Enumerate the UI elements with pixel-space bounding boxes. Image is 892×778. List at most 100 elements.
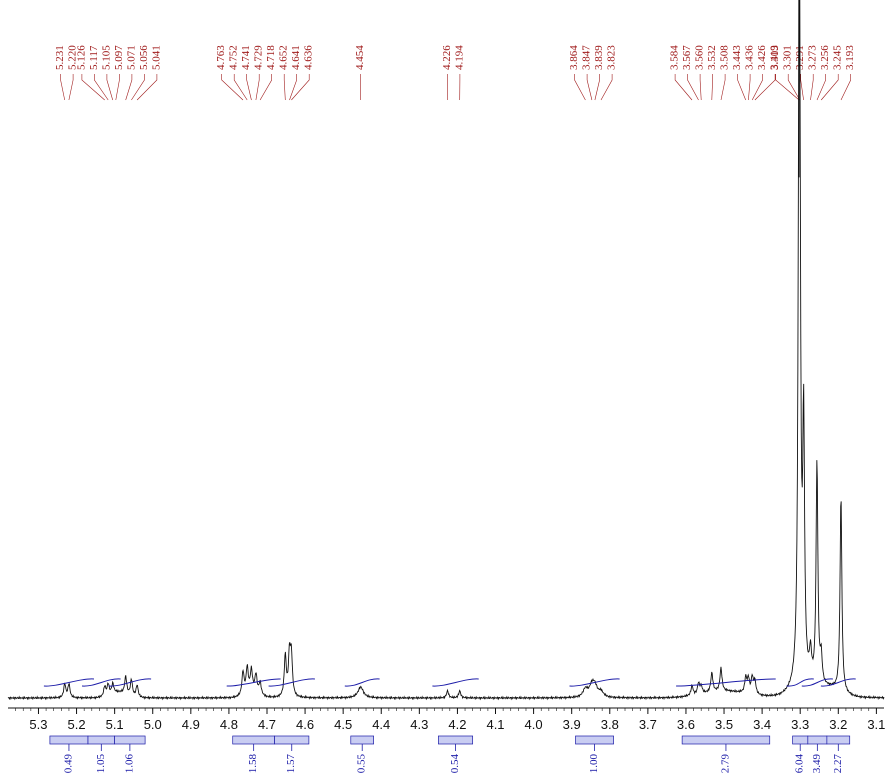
x-tick-label: 4.3 — [410, 717, 428, 732]
integral-curve — [43, 678, 95, 687]
peak-connector — [60, 74, 65, 101]
x-tick-label: 4.8 — [220, 717, 238, 732]
integral-value: 0.49 — [62, 753, 74, 773]
peak-connector — [737, 74, 746, 101]
x-tick-label: 3.5 — [715, 717, 733, 732]
x-tick-label: 4.6 — [296, 717, 314, 732]
integral-region-box — [807, 735, 828, 745]
peak-label: 3.193 — [844, 45, 856, 70]
peak-label: 4.752 — [228, 45, 240, 70]
x-tick-label: 3.8 — [601, 717, 619, 732]
peak-label: 5.126 — [75, 45, 87, 70]
peak-label: 4.729 — [253, 45, 265, 70]
integral-value: 0.55 — [356, 753, 368, 773]
integral-region-box — [575, 735, 614, 745]
x-tick-label: 4.2 — [448, 717, 466, 732]
peak-label: 3.256 — [819, 45, 831, 70]
peak-connector — [751, 74, 763, 101]
peak-connector — [711, 74, 713, 101]
peak-connector — [291, 74, 310, 101]
integral-region-box — [350, 735, 374, 745]
peak-label: 4.763 — [215, 45, 227, 70]
integral-value: 2.79 — [719, 753, 731, 773]
x-tick-label: 5.2 — [68, 717, 86, 732]
peak-label: 3.560 — [694, 45, 706, 70]
x-tick-label: 4.0 — [525, 717, 543, 732]
integral-region-box — [792, 735, 809, 745]
peak-label: 3.847 — [581, 45, 593, 70]
peak-connector — [810, 74, 814, 101]
peak-label: 3.508 — [719, 45, 731, 70]
integral-value: 6.04 — [794, 753, 806, 773]
x-tick-label: 3.4 — [753, 717, 771, 732]
peak-connector — [594, 74, 600, 101]
integral-region-box — [274, 735, 310, 745]
peak-label: 3.436 — [744, 45, 756, 70]
integral-value: 1.06 — [123, 754, 135, 774]
peak-label: 5.071 — [125, 45, 137, 70]
peak-connector — [574, 74, 586, 101]
integral-curve — [108, 678, 152, 687]
peak-label: 3.823 — [606, 45, 618, 70]
x-tick-label: 3.9 — [563, 717, 581, 732]
peak-label: 4.636 — [303, 45, 315, 70]
integral-value: 1.58 — [247, 754, 259, 774]
x-tick-label: 3.6 — [677, 717, 695, 732]
integral-value: 1.00 — [588, 753, 600, 773]
peak-connector — [754, 74, 776, 101]
peak-connector — [720, 74, 726, 101]
integral-curve — [801, 678, 833, 687]
integral-value: 0.54 — [449, 753, 461, 773]
x-tick-label: 3.2 — [829, 717, 847, 732]
peak-connector — [787, 74, 801, 101]
peak-label: 3.301 — [782, 45, 794, 70]
peak-connector — [246, 74, 252, 101]
integral-curve — [786, 678, 814, 687]
peak-connector — [687, 74, 699, 101]
integral-value: 3.49 — [811, 753, 823, 773]
peak-connector — [748, 74, 751, 101]
peak-connector — [586, 74, 593, 101]
peak-label: 4.194 — [453, 45, 465, 70]
spectrum-layer — [7, 0, 885, 701]
integral-region-box — [681, 735, 771, 745]
integral-curve — [569, 678, 620, 687]
integral-value: 1.57 — [285, 753, 297, 773]
peak-label: 3.426 — [756, 45, 768, 70]
peak-label: 5.097 — [113, 45, 125, 70]
x-tick-label: 4.7 — [258, 717, 276, 732]
peak-label: 3.864 — [568, 45, 580, 70]
x-tick-label: 3.7 — [639, 717, 657, 732]
peak-label: 5.231 — [54, 45, 66, 70]
peak-label: 3.419 — [769, 45, 781, 70]
peak-connector — [289, 74, 298, 101]
integral-curve — [676, 678, 776, 687]
x-tick-label: 4.5 — [334, 717, 352, 732]
peak-connector — [283, 74, 286, 101]
peak-connector — [840, 74, 852, 101]
integral-region-box — [438, 735, 474, 745]
peak-label: 4.718 — [265, 45, 277, 70]
peak-connector — [699, 74, 702, 101]
peak-label: 3.273 — [807, 45, 819, 70]
peak-connector — [125, 74, 133, 101]
peak-connector — [131, 74, 145, 101]
x-tick-label: 5.3 — [29, 717, 47, 732]
peak-connector — [115, 74, 120, 101]
x-tick-label: 4.9 — [182, 717, 200, 732]
peak-connector — [816, 74, 827, 101]
peak-label: 4.652 — [278, 45, 290, 70]
integral-curve — [81, 678, 121, 687]
peak-label: 3.839 — [593, 45, 605, 70]
integral-value: 1.05 — [95, 753, 107, 773]
x-tick-label: 5.1 — [106, 717, 124, 732]
peak-connector — [600, 74, 613, 101]
peak-connector — [674, 74, 693, 101]
peak-label: 4.741 — [240, 45, 252, 70]
peak-connector — [106, 74, 113, 101]
integral-curve — [820, 678, 856, 687]
peak-label: 3.532 — [706, 45, 718, 70]
peak-label: 3.245 — [832, 45, 844, 70]
integral-layer: 0.49 1.05 1.06 1.58 1.57 0.55 0.54 1.00 2.79 6.04… — [49, 735, 851, 774]
